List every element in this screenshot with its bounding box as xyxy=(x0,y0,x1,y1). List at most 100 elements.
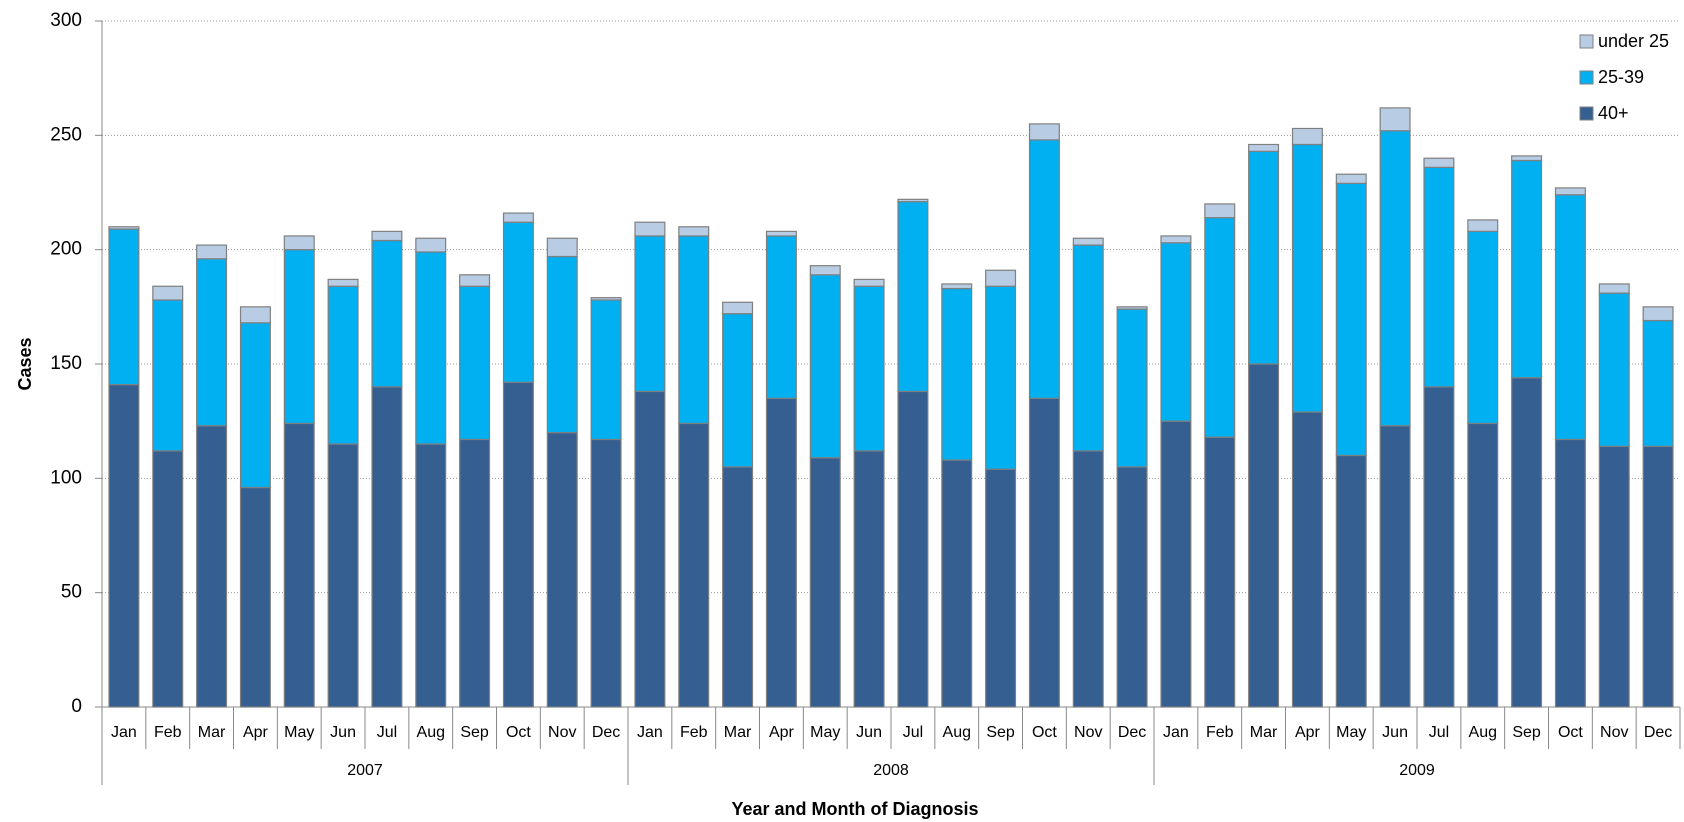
bar-segment xyxy=(897,198,929,203)
x-tick-label: Sep xyxy=(986,724,1015,741)
bar-segment xyxy=(1379,130,1411,427)
bar-segment xyxy=(1160,242,1192,422)
bar-segment xyxy=(1511,159,1543,379)
x-group-label: 2008 xyxy=(873,762,909,779)
x-tick-label: Sep xyxy=(460,724,489,741)
x-tick-label: Apr xyxy=(769,724,795,741)
bar-segment xyxy=(415,251,447,445)
bar-segment xyxy=(239,322,271,489)
bar-segment xyxy=(1160,235,1192,244)
x-tick-label: Jun xyxy=(856,724,882,741)
bar-segment xyxy=(1335,182,1367,457)
y-tick-label: 0 xyxy=(71,696,82,717)
bar-segment xyxy=(722,301,754,315)
bar-segment xyxy=(239,306,271,324)
bar-segment xyxy=(765,397,797,708)
x-tick-label: Aug xyxy=(1469,724,1497,741)
bar-segment xyxy=(108,226,140,230)
bar-segment xyxy=(985,468,1017,708)
bar-segment xyxy=(283,235,315,251)
legend-swatch xyxy=(1579,34,1594,49)
bar-segment xyxy=(1072,450,1104,708)
bar-segment xyxy=(809,457,841,708)
bar-segment xyxy=(1467,230,1499,425)
bar-segment xyxy=(1598,292,1630,447)
bar-segment xyxy=(502,381,534,708)
bar-segment xyxy=(1116,306,1148,310)
bar-segment xyxy=(853,450,885,708)
y-axis-title: Cases xyxy=(15,337,35,390)
x-tick-label: Jul xyxy=(903,724,923,741)
bar-segment xyxy=(108,228,140,386)
bar-segment xyxy=(634,390,666,708)
bar-segment xyxy=(634,235,666,393)
bar-segment xyxy=(1511,377,1543,708)
y-tick-label: 200 xyxy=(50,239,82,260)
x-tick-label: Feb xyxy=(680,724,708,741)
bar-segment xyxy=(590,299,622,441)
bar-segment xyxy=(678,226,710,237)
bar-segment xyxy=(678,422,710,708)
bar-segment xyxy=(1554,194,1586,441)
bar-segment xyxy=(809,274,841,459)
bar-segment xyxy=(459,438,491,708)
x-tick-label: Jul xyxy=(377,724,397,741)
bar-segment xyxy=(1598,445,1630,708)
x-tick-label: Jan xyxy=(111,724,137,741)
bar-segment xyxy=(371,239,403,388)
x-tick-label: Oct xyxy=(1558,724,1583,741)
bar-segment xyxy=(1423,157,1455,168)
bar-segment xyxy=(1204,217,1236,438)
bar-segment xyxy=(283,422,315,708)
bar-segment xyxy=(327,443,359,708)
bar-segment xyxy=(415,237,447,253)
x-tick-label: Nov xyxy=(1600,724,1628,741)
bar-segment xyxy=(1028,139,1060,399)
x-tick-label: Dec xyxy=(1118,724,1146,741)
bar-segment xyxy=(1248,150,1280,365)
bar-segment xyxy=(152,299,184,452)
bar-segment xyxy=(941,459,973,708)
x-tick-label: Jan xyxy=(637,724,663,741)
legend-swatch xyxy=(1579,106,1594,121)
x-tick-label: Mar xyxy=(198,724,226,741)
x-group-label: 2009 xyxy=(1399,762,1435,779)
bar-segment xyxy=(1160,420,1192,708)
y-tick-label: 100 xyxy=(50,467,82,488)
bar-segment xyxy=(1072,237,1104,246)
y-tick-label: 300 xyxy=(50,10,82,31)
bar-segment xyxy=(678,235,710,425)
x-tick-label: Feb xyxy=(154,724,182,741)
bar-segment xyxy=(283,249,315,425)
x-tick-label: Aug xyxy=(417,724,445,741)
bar-segment xyxy=(1291,411,1323,708)
bar-segment xyxy=(196,244,228,260)
x-tick-label: Jun xyxy=(1382,724,1408,741)
x-tick-label: May xyxy=(810,724,840,741)
bar-segment xyxy=(1467,219,1499,232)
bar-segment xyxy=(1467,422,1499,708)
bar-segment xyxy=(1072,244,1104,452)
bar-segment xyxy=(1379,425,1411,708)
x-axis-title: Year and Month of Diagnosis xyxy=(731,799,978,819)
bar-segment xyxy=(371,230,403,242)
bar-segment xyxy=(1028,397,1060,708)
bar-segment xyxy=(1554,187,1586,196)
bar-segment xyxy=(459,274,491,287)
bar-segment xyxy=(1291,143,1323,413)
bar-segment xyxy=(1423,166,1455,388)
bar-segment xyxy=(1423,386,1455,708)
bar-segment xyxy=(765,230,797,237)
bar-segment xyxy=(546,237,578,258)
bar-segment xyxy=(590,297,622,301)
bar-segment xyxy=(152,450,184,708)
bar-segment xyxy=(1291,127,1323,146)
x-tick-label: Mar xyxy=(724,724,752,741)
x-tick-label: Sep xyxy=(1512,724,1541,741)
bar-segment xyxy=(502,221,534,383)
x-tick-label: Dec xyxy=(1644,724,1672,741)
x-tick-label: Jan xyxy=(1163,724,1189,741)
bar-segment xyxy=(327,285,359,445)
bar-segment xyxy=(152,285,184,301)
bar-segment xyxy=(853,278,885,287)
